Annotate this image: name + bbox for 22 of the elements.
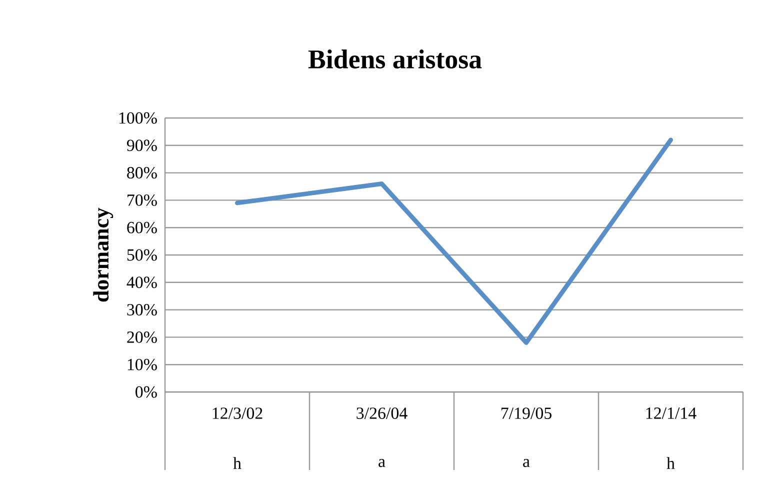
x-tick-label: 3/26/04 <box>356 408 408 419</box>
y-tick-label: 0% <box>136 386 157 398</box>
text: a <box>523 458 530 468</box>
y-tick-label: 20% <box>127 331 157 343</box>
y-tick-label: 50% <box>127 249 157 261</box>
text: h <box>666 457 675 469</box>
line-series <box>235 138 674 345</box>
y-tick-label: 60% <box>127 222 157 234</box>
y-tick-label: 10% <box>128 358 157 370</box>
y-tick-label: 90% <box>126 140 157 152</box>
x-tick-label: 12/3/02 <box>212 408 262 419</box>
y-tick-label: 70% <box>128 194 157 206</box>
y-tick-label: 100% <box>119 112 157 124</box>
y-tick-label: 80% <box>127 167 157 179</box>
x-tick-label: 12/1/14 <box>646 408 696 419</box>
text: h <box>233 457 242 469</box>
chart-title: Bidens aristosa <box>308 50 482 68</box>
x-tick-label: 7/19/05 <box>501 408 552 419</box>
y-tick-label: 40% <box>126 276 157 288</box>
y-axis-title: dormancy <box>93 208 114 302</box>
text: a <box>378 458 386 468</box>
y-tick-label: 30% <box>127 304 157 316</box>
